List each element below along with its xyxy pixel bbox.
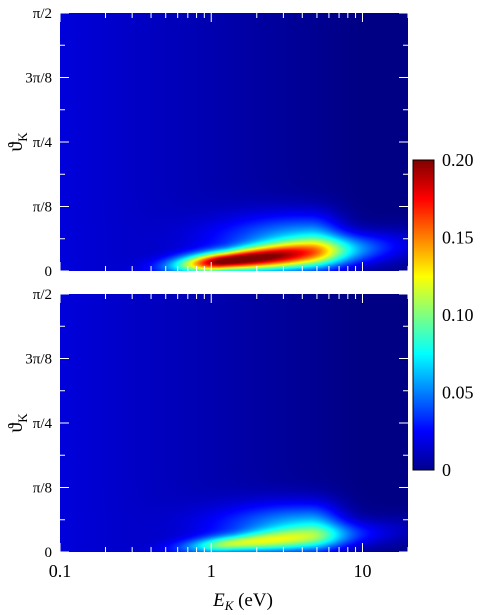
top-y-axis-symbol: ϑ <box>5 142 27 152</box>
colorbar: 0 0.05 0.10 0.15 0.20 <box>412 150 474 480</box>
bottom-panel-y-tick-labels: 0 π/8 π/4 3π/8 π/2 <box>25 287 52 561</box>
colorbar-tick-label-3: 0.15 <box>442 228 474 248</box>
bottom-heatmap-panel: 0π/8π/43π/8π/2 0.1 1 10 ϑK EK (eV) <box>5 287 409 613</box>
top-heatmap-panel: 0 π/8 π/4 3π/8 π/2 ϑK <box>5 6 409 280</box>
x-axis-symbol: E <box>212 590 225 611</box>
top-y-tick-label-3: 3π/8 <box>25 71 52 87</box>
colorbar-tick-label-2: 0.10 <box>442 305 474 325</box>
bottom-panel-x-tick-labels: 0.1 1 10 <box>49 561 372 581</box>
colorbar-tick-labels: 0 0.05 0.10 0.15 0.20 <box>442 150 474 480</box>
bottom-y-tick-label-1: π/8 <box>33 481 52 497</box>
bottom-y-axis-label: ϑK <box>5 413 30 433</box>
top-y-tick-label-1: π/8 <box>33 200 52 216</box>
colorbar-gradient <box>412 159 435 471</box>
bottom-y-tick-label-4: π/2 <box>33 287 52 303</box>
bottom-x-tick-label-2: 10 <box>353 561 371 581</box>
top-panel-y-tick-labels: 0 π/8 π/4 3π/8 π/2 <box>25 6 52 280</box>
top-y-tick-label-4: π/2 <box>33 6 52 22</box>
bottom-y-tick-label-2: π/4 <box>33 416 53 432</box>
bottom-heatmap-image <box>60 294 408 552</box>
bottom-y-axis-subscript: K <box>15 413 30 423</box>
bottom-x-tick-label-1: 1 <box>207 561 216 581</box>
colorbar-tick-label-1: 0.05 <box>442 383 474 403</box>
bottom-y-axis-symbol: ϑ <box>5 423 27 433</box>
bottom-y-tick-label-3: 3π/8 <box>25 352 52 368</box>
top-y-axis-label: ϑK <box>5 132 30 152</box>
colorbar-tick-label-4: 0.20 <box>442 150 474 170</box>
colorbar-tick-label-0: 0 <box>442 460 451 480</box>
top-panel-ticks <box>59 12 409 272</box>
bottom-y-tick-label-0: 0 <box>45 545 53 561</box>
top-y-axis-subscript: K <box>15 132 30 142</box>
x-axis-label: EK (eV) <box>212 590 273 613</box>
top-heatmap-image <box>60 13 408 271</box>
bottom-panel-ticks <box>59 293 409 553</box>
top-y-tick-label-0: 0 <box>45 264 53 280</box>
x-axis-subscript: K <box>224 598 235 613</box>
bottom-x-tick-label-0: 0.1 <box>49 561 72 581</box>
x-axis-unit: (eV) <box>233 590 273 611</box>
top-y-tick-label-2: π/4 <box>33 135 53 151</box>
